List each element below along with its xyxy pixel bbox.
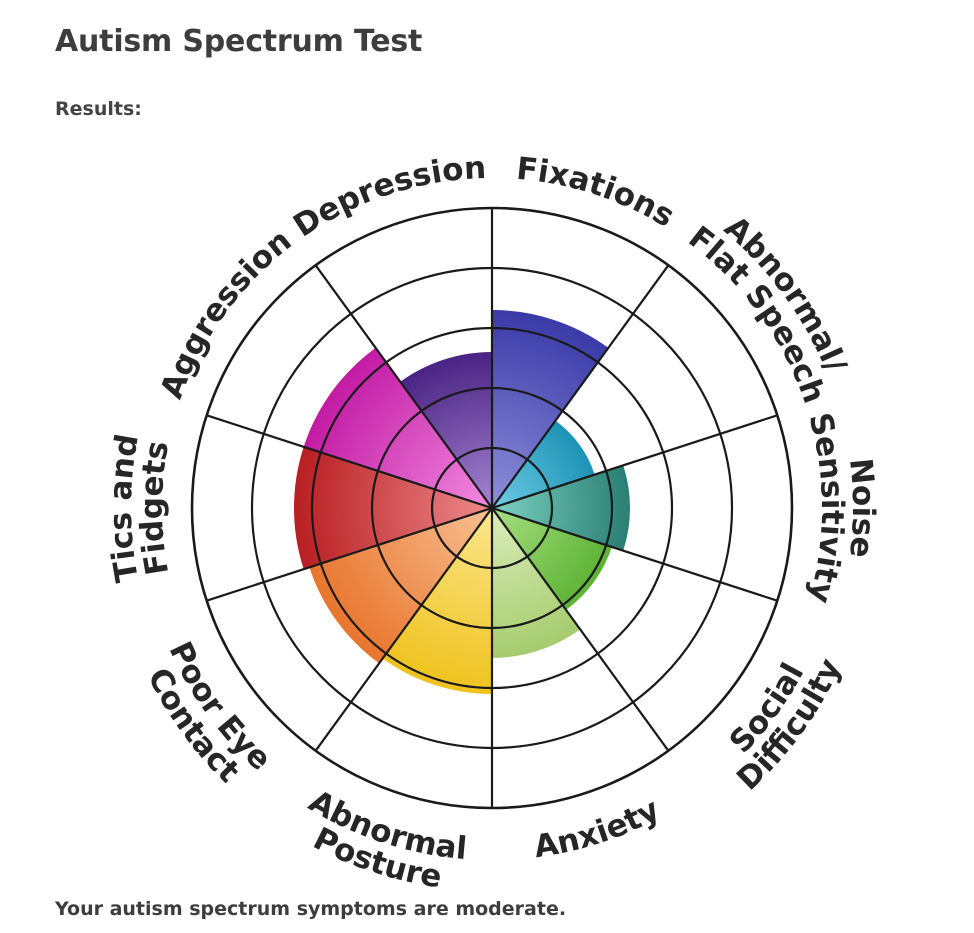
results-label: Results: [55, 98, 142, 120]
grid-layer [190, 206, 794, 810]
wedge-anxiety [492, 508, 581, 658]
wedge-fixations [492, 310, 609, 508]
wedge-social-difficulty [492, 508, 612, 610]
label-fixations: Fixations [515, 151, 681, 235]
grid-spoke [314, 264, 493, 509]
wedge-aggression [303, 347, 492, 508]
label-noise-sensitivity: Sensitivity [801, 409, 850, 607]
label-tics-and-fidgets: Fidgets [134, 438, 176, 577]
grid-spoke [206, 506, 493, 602]
grid-spoke [491, 414, 778, 510]
grid-spoke [314, 507, 493, 752]
grid-spoke [206, 414, 493, 510]
page-title: Autism Spectrum Test [55, 24, 423, 59]
grid-spoke [491, 506, 778, 602]
wedge-noise-sensitivity [492, 465, 631, 551]
label-aggression: Aggression [154, 222, 299, 403]
result-summary: Your autism spectrum symptoms are modera… [55, 898, 567, 920]
grid-spoke [491, 507, 670, 752]
label-noise-sensitivity: Noise [842, 457, 881, 560]
wedge-abnormal-posture [382, 508, 492, 694]
wedge-abnormal-flat-speech [492, 420, 595, 508]
grid-spoke [491, 264, 670, 509]
label-depression: Depression [287, 150, 487, 244]
wedges-layer [294, 310, 631, 694]
wedge-tics-and-fidgets [294, 446, 492, 570]
